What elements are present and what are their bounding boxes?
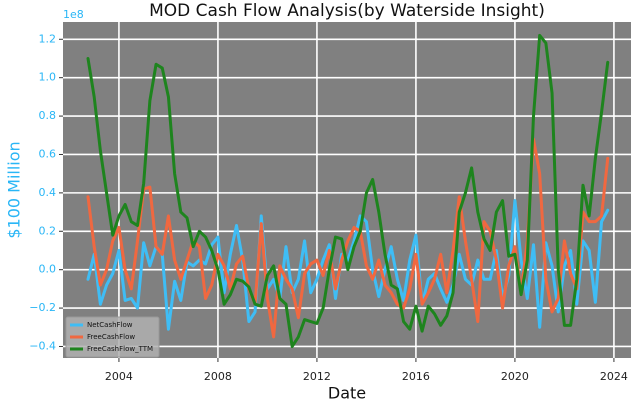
y-tick-label: 0.6: [39, 147, 57, 160]
x-tick-label: 2020: [501, 370, 529, 383]
chart-title: MOD Cash Flow Analysis(by Waterside Insi…: [149, 1, 545, 21]
y-tick-label: −0.2: [29, 301, 56, 314]
legend-label: FreeCashFlow_TTM: [87, 345, 153, 353]
x-tick-label: 2004: [105, 370, 133, 383]
legend-label: FreeCashFlow: [87, 333, 135, 341]
legend: NetCashFlow FreeCashFlow FreeCashFlow_TTM: [65, 316, 160, 358]
series-line: [86, 33, 610, 348]
legend-box: [65, 316, 160, 358]
x-tick-label: 2016: [402, 370, 430, 383]
y-offset-label: 1e8: [63, 8, 84, 21]
y-tick-label: 0.0: [39, 263, 57, 276]
legend-label: NetCashFlow: [87, 321, 133, 329]
y-tick-label: 0.2: [39, 224, 57, 237]
x-tick-label: 2008: [204, 370, 232, 383]
y-axis-label: $100 Million: [5, 141, 24, 238]
y-tick-label: −0.4: [29, 339, 56, 352]
series-line: [86, 199, 610, 331]
y-tick-label: 1.2: [39, 32, 57, 45]
x-axis-label: Date: [328, 384, 366, 403]
y-tick-label: 0.8: [39, 109, 57, 122]
y-tick-label: 0.4: [39, 186, 57, 199]
x-tick-label: 2024: [600, 370, 628, 383]
x-tick-label: 2012: [303, 370, 331, 383]
y-tick-label: 1.0: [39, 71, 57, 84]
